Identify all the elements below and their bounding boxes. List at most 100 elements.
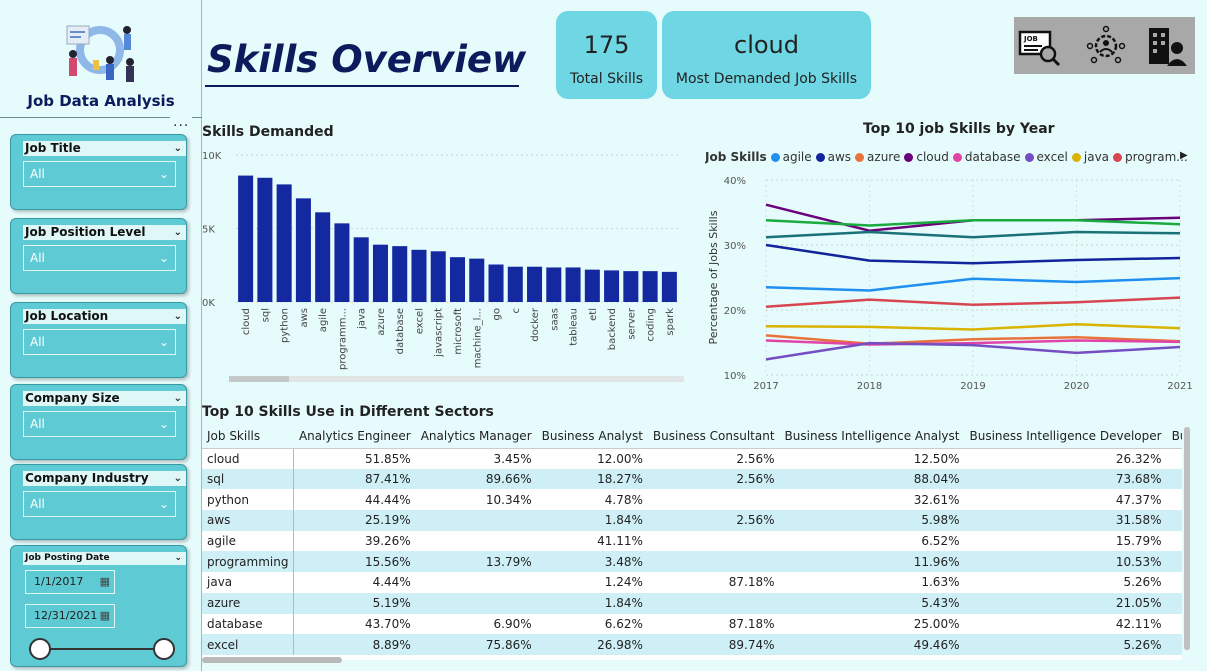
column-header[interactable]: Analytics Manager: [415, 424, 537, 449]
table-row: cloud 51.85% 3.45% 12.00% 2.56% 12.50% 26.32%: [202, 448, 1182, 469]
filter-header[interactable]: Company Industry ⌄: [23, 471, 186, 486]
bar[interactable]: [604, 270, 620, 302]
column-header[interactable]: Job Skills: [202, 424, 294, 449]
legend-item[interactable]: program...: [1113, 150, 1188, 164]
x-tick-label: sql: [260, 308, 271, 322]
job-search-icon[interactable]: JOB: [1018, 24, 1062, 68]
series-line[interactable]: [765, 339, 1181, 346]
bar[interactable]: [584, 269, 600, 302]
legend-item[interactable]: agile: [770, 150, 812, 164]
calendar-icon[interactable]: ▦: [99, 575, 110, 588]
bar[interactable]: [546, 267, 562, 302]
bar-chart-scrollbar[interactable]: [229, 376, 684, 382]
legend-item[interactable]: excel: [1024, 150, 1068, 164]
bar[interactable]: [238, 175, 254, 302]
series-line[interactable]: [765, 219, 1181, 227]
bar[interactable]: [257, 177, 273, 302]
chevron-down-icon[interactable]: ⌄: [174, 553, 182, 563]
series-line[interactable]: [765, 230, 1181, 239]
legend-next-arrow-icon[interactable]: ▶: [1180, 150, 1188, 161]
table-cell: 87.18%: [647, 613, 780, 635]
bar[interactable]: [565, 267, 581, 302]
chevron-down-icon[interactable]: ⌄: [173, 311, 182, 322]
series-line[interactable]: [765, 323, 1181, 331]
chevron-down-icon[interactable]: ⌄: [158, 335, 169, 349]
company-industry-dropdown[interactable]: All ⌄: [23, 491, 176, 517]
chevron-down-icon[interactable]: ⌄: [173, 227, 182, 238]
chevron-down-icon[interactable]: ⌄: [173, 393, 182, 404]
bar[interactable]: [295, 198, 311, 302]
table-cell: 2.56%: [647, 448, 780, 469]
scrollbar-thumb[interactable]: [229, 376, 289, 382]
bar[interactable]: [507, 266, 523, 302]
filter-header[interactable]: Job Location ⌄: [23, 309, 186, 324]
table-cell: [415, 572, 537, 593]
legend-item[interactable]: aws: [815, 150, 851, 164]
chevron-down-icon[interactable]: ⌄: [173, 473, 182, 484]
column-header[interactable]: Business Analyst: [536, 424, 648, 449]
table-vertical-scrollbar[interactable]: [1184, 427, 1190, 650]
column-header[interactable]: Business Intelligence Developer: [964, 424, 1167, 449]
bar[interactable]: [411, 249, 427, 302]
column-header[interactable]: Analytics Engineer: [293, 424, 416, 449]
legend-label: agile: [782, 150, 812, 164]
job-position-level-dropdown[interactable]: All ⌄: [23, 245, 176, 271]
filter-header[interactable]: Company Size ⌄: [23, 391, 186, 406]
legend-item[interactable]: java: [1071, 150, 1109, 164]
table-cell: [415, 592, 537, 614]
date-range-slider-track[interactable]: [39, 648, 167, 650]
bar[interactable]: [449, 257, 466, 302]
bar[interactable]: [276, 184, 292, 302]
bar[interactable]: [392, 246, 408, 302]
bar[interactable]: [527, 266, 543, 302]
series-line[interactable]: [765, 334, 1181, 346]
job-title-dropdown[interactable]: All ⌄: [23, 161, 176, 187]
legend-item[interactable]: cloud: [904, 150, 949, 164]
series-line[interactable]: [765, 243, 1181, 265]
bar[interactable]: [469, 258, 485, 302]
legend-item[interactable]: azure: [855, 150, 900, 164]
bar[interactable]: [334, 223, 350, 302]
job-location-dropdown[interactable]: All ⌄: [23, 329, 176, 355]
company-size-dropdown[interactable]: All ⌄: [23, 411, 176, 437]
bar[interactable]: [353, 237, 369, 302]
filter-header[interactable]: Job Posting Date ⌄: [23, 552, 186, 565]
table-cell: 15.79%: [964, 530, 1167, 552]
bar[interactable]: [315, 212, 331, 302]
bar[interactable]: [642, 271, 658, 302]
column-header[interactable]: Business Process: [1166, 424, 1182, 449]
column-header[interactable]: Business Consultant: [647, 424, 780, 449]
chevron-down-icon[interactable]: ⌄: [158, 167, 169, 181]
bar[interactable]: [430, 251, 446, 302]
bar[interactable]: [661, 271, 677, 302]
end-date-input[interactable]: 12/31/2021 ▦: [25, 604, 115, 628]
start-date-input[interactable]: 1/1/2017 ▦: [25, 570, 115, 594]
chevron-down-icon[interactable]: ⌄: [158, 251, 169, 265]
table-horizontal-scrollbar[interactable]: [202, 657, 342, 663]
series-line[interactable]: [765, 296, 1181, 308]
filter-header[interactable]: Job Position Level ⌄: [23, 225, 186, 240]
bar[interactable]: [372, 244, 388, 302]
chevron-down-icon[interactable]: ⌄: [173, 143, 182, 154]
chevron-down-icon[interactable]: ⌄: [158, 417, 169, 431]
calendar-icon[interactable]: ▦: [99, 609, 110, 622]
bar[interactable]: [488, 264, 504, 302]
series-line[interactable]: [765, 341, 1181, 361]
table-cell: [1166, 510, 1182, 531]
series-line[interactable]: [765, 276, 1181, 292]
legend-item[interactable]: database: [952, 150, 1021, 164]
skills-settings-icon[interactable]: [1084, 24, 1128, 68]
slider-start-handle[interactable]: [29, 638, 51, 660]
slider-end-handle[interactable]: [153, 638, 175, 660]
table-cell: 5.19%: [293, 592, 416, 614]
bar[interactable]: [623, 271, 639, 302]
more-options-button[interactable]: ...: [170, 114, 193, 130]
column-header[interactable]: Business Intelligence Analyst: [779, 424, 965, 449]
chevron-down-icon[interactable]: ⌄: [158, 497, 169, 511]
table-cell: [415, 510, 537, 531]
table-cell: 32.61%: [779, 489, 965, 511]
scrollbar-thumb[interactable]: [1184, 427, 1190, 650]
skills-demanded-bar-chart: 0K 5K 10K cloud sql python aws agile programm...…: [202, 151, 679, 370]
filter-header[interactable]: Job Title ⌄: [23, 141, 186, 156]
company-building-icon[interactable]: [1145, 24, 1189, 68]
